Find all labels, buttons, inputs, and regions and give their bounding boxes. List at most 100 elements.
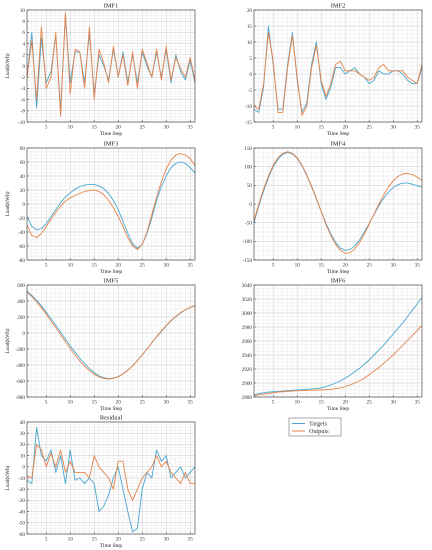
grid — [253, 284, 423, 398]
x-tick-label: 35 — [188, 125, 194, 131]
x-tick-label: 25 — [140, 125, 146, 131]
x-tick-label: 30 — [164, 537, 170, 543]
y-tick-label: -100 — [242, 239, 252, 245]
y-tick-label: -50 — [18, 521, 25, 527]
y-tick-label: 400 — [17, 299, 25, 305]
series-line-targets — [26, 427, 196, 533]
y-tick-label: 10 — [20, 453, 26, 459]
x-tick-label: 5 — [272, 400, 275, 406]
chart-title: IMF1 — [104, 3, 119, 10]
chart-title: IMF4 — [331, 141, 346, 148]
x-tick-label: 15 — [92, 537, 98, 543]
y-tick-label: -150 — [242, 258, 252, 264]
y-tick-label: -60 — [18, 244, 25, 250]
x-tick-label: 5 — [45, 537, 48, 543]
series-line-targets — [26, 161, 196, 249]
y-tick-label: 0 — [22, 64, 25, 70]
y-tick-label: 6 — [22, 30, 25, 36]
chart-5: 5 10 15 20 25 30 35 -800 -600 -400 -200 0 200 400 600 I… — [4, 278, 196, 412]
y-tick-label: 20 — [20, 188, 26, 194]
x-tick-label: 20 — [343, 125, 349, 131]
series-line-outputs — [253, 325, 423, 397]
y-tick-label: 0 — [22, 331, 25, 337]
y-tick-label: 60 — [20, 160, 26, 166]
plot-frame — [26, 284, 196, 398]
y-tick-label: 3040 — [242, 283, 253, 289]
y-tick-label: -20 — [18, 216, 25, 222]
x-tick-label: 25 — [140, 400, 146, 406]
legend-label-targets: Targets — [309, 421, 328, 428]
grid — [26, 421, 196, 535]
y-tick-label: 4 — [22, 41, 25, 47]
x-tick-label: 30 — [164, 400, 170, 406]
series-line-outputs — [26, 291, 196, 380]
x-tick-label: 25 — [367, 400, 373, 406]
y-tick-label: -2 — [21, 75, 26, 81]
x-tick-label: 20 — [116, 537, 122, 543]
y-tick-label: -50 — [245, 220, 252, 226]
chart-3: 5 10 15 20 25 30 35 -80 -60 -40 -20 0 20 40 60 80 IMF3 Ti… — [4, 141, 196, 275]
chart-title: IMF6 — [331, 278, 346, 285]
y-tick-label: 200 — [17, 315, 25, 321]
x-tick-label: 5 — [272, 125, 275, 131]
x-tick-label: 20 — [116, 263, 122, 269]
y-tick-label: 80 — [20, 146, 26, 152]
y-tick-label: 0 — [249, 72, 252, 78]
x-tick-label: 35 — [415, 400, 421, 406]
x-tick-label: 25 — [367, 263, 373, 269]
y-tick-label: -800 — [15, 395, 25, 401]
y-tick-label: 20 — [247, 8, 253, 14]
x-tick-label: 35 — [415, 125, 421, 131]
x-axis-label: Time Step — [100, 406, 122, 412]
x-tick-label: 35 — [188, 263, 194, 269]
y-tick-label: 10 — [247, 40, 253, 46]
x-tick-label: 30 — [164, 263, 170, 269]
x-tick-label: 20 — [343, 263, 349, 269]
x-tick-label: 35 — [415, 263, 421, 269]
x-axis-label: Time Step — [100, 543, 122, 549]
x-tick-label: 25 — [367, 125, 373, 131]
y-tick-label: 0 — [22, 465, 25, 471]
chart-title: Residual — [100, 415, 123, 422]
y-tick-label: -4 — [21, 86, 26, 92]
y-tick-label: 2960 — [242, 339, 253, 345]
y-axis-label: Load(kWh) — [4, 191, 11, 216]
legend-label-outputs: Outputs — [309, 428, 329, 435]
x-tick-label: 35 — [188, 400, 194, 406]
x-tick-label: 35 — [188, 537, 194, 543]
y-tick-label: -8 — [21, 109, 26, 115]
y-tick-label: -10 — [18, 120, 25, 126]
y-tick-label: 50 — [247, 183, 253, 189]
x-tick-label: 30 — [391, 400, 397, 406]
x-tick-label: 10 — [68, 125, 74, 131]
x-tick-label: 10 — [295, 263, 301, 269]
y-tick-label: 2 — [22, 53, 25, 59]
y-tick-label: -40 — [18, 230, 25, 236]
x-tick-label: 10 — [295, 125, 301, 131]
y-tick-label: 0 — [249, 202, 252, 208]
y-tick-label: 5 — [249, 56, 252, 62]
y-tick-label: -80 — [18, 258, 25, 264]
x-tick-label: 10 — [68, 263, 74, 269]
y-tick-label: 600 — [17, 283, 25, 289]
x-tick-label: 25 — [140, 263, 146, 269]
y-tick-label: 10 — [20, 8, 26, 14]
x-tick-label: 20 — [343, 400, 349, 406]
grid — [26, 284, 196, 398]
grid — [253, 147, 423, 261]
x-tick-label: 10 — [68, 400, 74, 406]
y-tick-label: 2980 — [242, 325, 253, 331]
y-tick-label: 40 — [20, 174, 26, 180]
y-tick-label: 2940 — [242, 353, 253, 359]
y-tick-label: -15 — [245, 120, 252, 126]
x-tick-label: 15 — [92, 125, 98, 131]
x-tick-label: 5 — [45, 125, 48, 131]
chart-7: 5 10 15 20 25 30 35 -60 -50 -40 -30 -20 -10 0 10 20 30 40… — [4, 415, 196, 549]
series-line-outputs — [26, 153, 196, 250]
y-axis-label: Load(kWh) — [4, 328, 11, 353]
series-line-outputs — [26, 443, 195, 501]
x-tick-label: 20 — [116, 125, 122, 131]
chart-4: 5 10 15 20 25 30 35 -150 -100 -50 0 50 100 150 IMF4 Tim… — [242, 141, 423, 275]
